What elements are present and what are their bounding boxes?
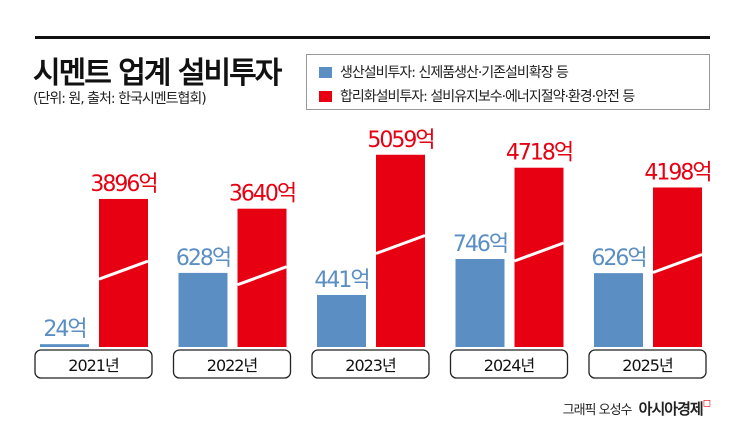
axis-break-mark: [652, 253, 703, 274]
data-label: 626억: [591, 246, 645, 271]
year-box: [34, 349, 153, 379]
bar-production: [455, 258, 505, 347]
credit-text: 그래픽 오성수: [562, 403, 633, 418]
credit: 그래픽 오성수 아시아경제◻: [562, 398, 711, 419]
axis-break-mark: [375, 234, 426, 255]
bar-rationalization: [653, 187, 702, 347]
bar-production: [40, 344, 89, 347]
bar-production: [178, 272, 228, 347]
bar-production: [594, 273, 643, 347]
data-label: 628억: [176, 246, 230, 271]
year-label: 2021년: [68, 356, 119, 375]
bar-rationalization: [99, 198, 148, 347]
bar-production: [317, 294, 366, 347]
top-rule: [35, 36, 710, 39]
data-label: 4718억: [506, 141, 572, 166]
year-label: 2023년: [345, 356, 396, 375]
legend: 생산설비투자: 신제품생산·기존설비확장 등 합리화설비투자: 설비유지보수·에…: [306, 54, 710, 110]
brand-logo: 아시아경제: [638, 400, 704, 418]
year-label: 2025년: [622, 356, 673, 375]
legend-item-rationalization: 합리화설비투자: 설비유지보수·에너지절약·환경·안전 등: [319, 86, 635, 106]
year-box: [449, 349, 569, 379]
axis-break-mark: [236, 265, 288, 287]
chart-title: 시멘트 업계 설비투자: [33, 56, 282, 91]
data-label: 24억: [43, 317, 85, 342]
data-label: 441억: [314, 268, 368, 293]
brand-mark-icon: ◻: [702, 398, 711, 409]
legend-swatch-red: [319, 90, 332, 102]
chart-subtitle: (단위: 원, 출처: 한국시멘트협회): [33, 91, 207, 107]
data-label: 3640억: [229, 182, 295, 207]
bar-rationalization: [237, 208, 287, 347]
legend-item-production: 생산설비투자: 신제품생산·기존설비확장 등: [319, 62, 569, 82]
year-box: [172, 349, 292, 379]
data-label: 3896억: [90, 172, 156, 197]
year-label: 2024년: [484, 356, 535, 375]
year-box: [588, 349, 707, 379]
data-label: 4198억: [644, 160, 710, 185]
axis-break-mark: [98, 259, 149, 281]
year-label: 2022년: [207, 356, 258, 375]
axis-break-mark: [513, 241, 565, 263]
data-label: 746억: [453, 232, 507, 257]
year-box: [311, 349, 430, 379]
legend-label: 생산설비투자: 신제품생산·기존설비확장 등: [340, 65, 569, 81]
legend-label: 합리화설비투자: 설비유지보수·에너지절약·환경·안전 등: [340, 89, 635, 105]
data-label: 5059억: [367, 128, 433, 153]
legend-swatch-blue: [319, 66, 332, 78]
